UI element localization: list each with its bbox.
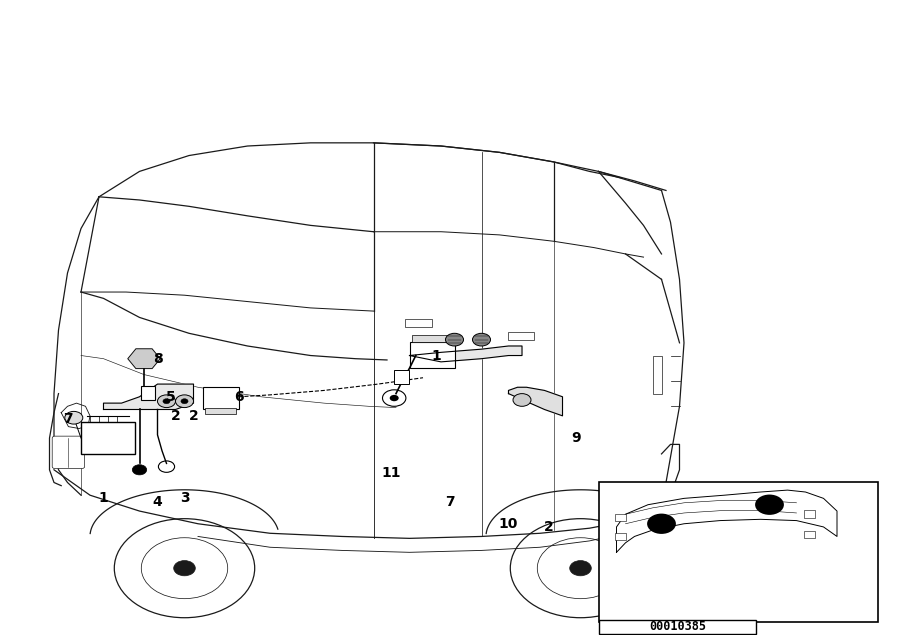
Bar: [508, 332, 534, 340]
Text: 3: 3: [180, 491, 189, 505]
Bar: [598, 620, 756, 634]
Bar: [405, 319, 432, 327]
Polygon shape: [128, 349, 160, 368]
Circle shape: [158, 395, 176, 408]
Circle shape: [163, 399, 170, 404]
Bar: [141, 386, 155, 400]
Text: 10: 10: [499, 517, 518, 531]
Circle shape: [181, 399, 188, 404]
Polygon shape: [508, 387, 562, 416]
Circle shape: [446, 333, 464, 346]
Bar: [652, 356, 662, 394]
Bar: [394, 370, 409, 384]
Bar: [202, 387, 238, 410]
Circle shape: [647, 514, 676, 534]
Text: 2: 2: [171, 409, 180, 423]
Circle shape: [390, 395, 399, 401]
Text: 9: 9: [572, 431, 580, 445]
Bar: [412, 335, 452, 342]
Circle shape: [513, 394, 531, 406]
Circle shape: [176, 395, 194, 408]
Text: 2: 2: [544, 520, 554, 534]
Circle shape: [65, 411, 83, 424]
Text: 1: 1: [99, 491, 108, 505]
Text: 8: 8: [153, 352, 162, 366]
Bar: [804, 511, 815, 518]
Circle shape: [472, 333, 490, 346]
Polygon shape: [410, 346, 522, 362]
Text: 11: 11: [382, 466, 401, 480]
Text: 4: 4: [153, 495, 162, 509]
Bar: [615, 514, 626, 521]
Text: 7: 7: [446, 495, 454, 509]
Bar: [410, 342, 454, 368]
Text: 1: 1: [432, 349, 441, 363]
Polygon shape: [104, 384, 194, 410]
Text: 2: 2: [189, 409, 198, 423]
Text: 6: 6: [234, 390, 243, 404]
Text: 00010385: 00010385: [649, 620, 706, 633]
Circle shape: [755, 495, 784, 515]
Bar: [81, 422, 135, 454]
Bar: [598, 483, 878, 622]
Text: 7: 7: [63, 412, 72, 426]
FancyBboxPatch shape: [52, 436, 85, 469]
Bar: [804, 531, 815, 538]
Circle shape: [132, 465, 147, 475]
Text: 5: 5: [166, 390, 176, 404]
Bar: [615, 533, 626, 540]
Bar: [205, 408, 236, 414]
Circle shape: [570, 561, 591, 576]
Circle shape: [174, 561, 195, 576]
